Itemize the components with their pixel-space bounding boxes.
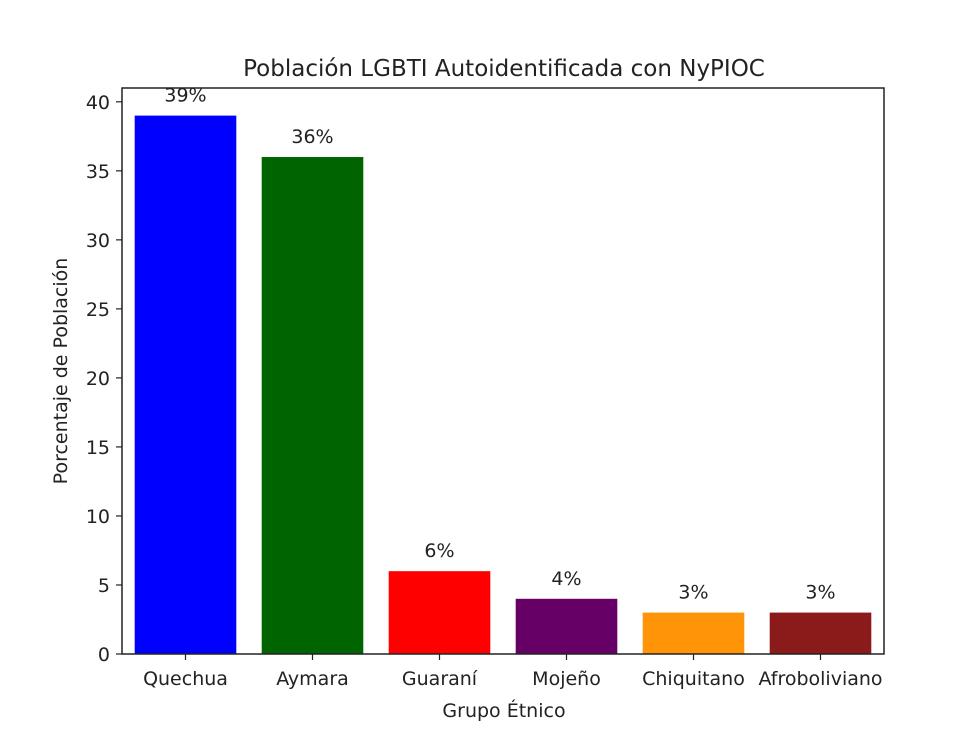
bar-guaraní [388, 571, 491, 654]
y-tick-label: 25 [86, 299, 110, 321]
y-tick-label: 30 [86, 230, 110, 252]
bar-labels-group: 39% 36% 6% 4% 3% 3% [164, 85, 835, 604]
bar-aymara [261, 157, 364, 654]
bar-chiquitano [642, 612, 745, 654]
y-tick-label: 5 [98, 575, 110, 597]
data-label: 39% [164, 85, 206, 107]
y-tick-label: 0 [98, 644, 110, 666]
x-tick-label: Guaraní [402, 668, 478, 690]
y-tick-label: 35 [86, 161, 110, 183]
bar-mojeño [515, 598, 618, 654]
x-tick-label: Afroboliviano [758, 668, 882, 690]
x-tick-label: Chiquitano [642, 668, 745, 690]
chart-title: Población LGBTI Autoidentificada con NyP… [243, 56, 765, 82]
y-tick-label: 20 [86, 368, 110, 390]
y-axis-label: Porcentaje de Población [50, 258, 72, 485]
x-axis-label: Grupo Étnico [442, 699, 565, 722]
x-tick-label: Mojeño [532, 668, 601, 690]
x-axis: Quechua Aymara Guaraní Mojeño Chiquitano Afro… [143, 654, 883, 690]
y-tick-label: 40 [86, 92, 110, 114]
bar-quechua [134, 115, 237, 655]
plot-frame [121, 87, 885, 655]
x-tick-label: Quechua [143, 668, 228, 690]
data-label: 3% [805, 582, 835, 604]
bars-group [134, 115, 872, 655]
x-tick-label: Aymara [276, 668, 349, 690]
data-label: 6% [424, 540, 454, 562]
y-axis: 0 5 10 15 20 25 30 35 40 [86, 92, 122, 666]
y-tick-label: 15 [86, 437, 110, 459]
bar-afroboliviano [769, 612, 872, 654]
data-label: 4% [551, 568, 581, 590]
data-label: 3% [678, 582, 708, 604]
y-tick-label: 10 [86, 506, 110, 528]
data-label: 36% [291, 126, 333, 148]
